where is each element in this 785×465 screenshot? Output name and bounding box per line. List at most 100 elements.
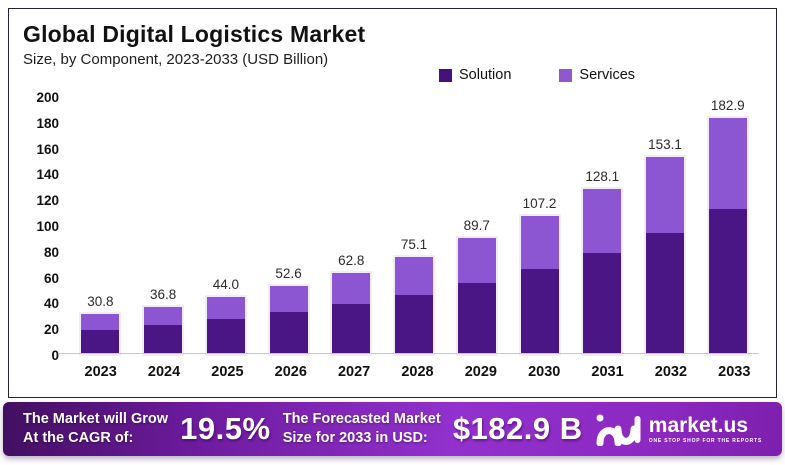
market-us-logo-text: market.us bbox=[648, 413, 748, 437]
legend-label-solution: Solution bbox=[459, 67, 512, 83]
y-tick-200: 200 bbox=[36, 90, 59, 105]
x-label-2025: 2025 bbox=[211, 364, 244, 380]
bar-2025: 44.0 bbox=[194, 277, 257, 354]
y-tick-120: 120 bbox=[36, 193, 59, 209]
bar-total-label-2029: 89.7 bbox=[463, 218, 490, 234]
forecast-value: $182.9 B bbox=[452, 411, 583, 446]
chart-card: Global Digital Logistics Market Size, by… bbox=[8, 8, 777, 398]
segment-services-2027 bbox=[332, 273, 371, 305]
bar-2030: 107.2 bbox=[508, 196, 571, 354]
x-label-2029: 2029 bbox=[464, 364, 497, 380]
market-us-logo: market.us ONE STOP SHOP FOR THE REPORTS bbox=[595, 412, 762, 446]
y-tick-180: 180 bbox=[36, 115, 59, 131]
bar-total-label-2030: 107.2 bbox=[522, 195, 557, 211]
bar-total-label-2033: 182.9 bbox=[710, 98, 745, 114]
y-axis: 0 20 40 60 80 100 120 140 160 180 200 bbox=[19, 90, 59, 363]
bar-total-label-2025: 44.0 bbox=[212, 277, 239, 293]
x-label-2028: 2028 bbox=[401, 364, 434, 380]
y-tick-0: 0 bbox=[51, 348, 59, 363]
y-tick-80: 80 bbox=[43, 244, 59, 260]
y-tick-20: 20 bbox=[43, 322, 59, 338]
solution-swatch-icon bbox=[439, 68, 452, 82]
segment-solution-2027 bbox=[332, 304, 371, 354]
bar-stack-2025 bbox=[206, 297, 245, 354]
bar-stack-2027 bbox=[332, 273, 371, 354]
bar-stack-2032 bbox=[645, 156, 684, 354]
legend-label-services: Services bbox=[579, 67, 636, 83]
chart-header: Global Digital Logistics Market Size, by… bbox=[9, 9, 776, 68]
cagr-label-line2: At the CAGR of: bbox=[23, 430, 134, 446]
bar-2024: 36.8 bbox=[132, 287, 195, 354]
bar-2029: 89.7 bbox=[445, 218, 508, 354]
bar-stack-2029 bbox=[457, 238, 496, 354]
x-label-2026: 2026 bbox=[274, 364, 307, 380]
bar-stack-2024 bbox=[144, 306, 183, 354]
bar-2026: 52.6 bbox=[257, 266, 320, 354]
cagr-label-line1: The Market will Grow bbox=[23, 411, 169, 428]
y-tick-140: 140 bbox=[36, 167, 59, 183]
x-axis-line bbox=[59, 353, 759, 354]
x-label-2032: 2032 bbox=[654, 364, 688, 380]
x-label-2023: 2023 bbox=[84, 364, 117, 380]
segment-services-2023 bbox=[81, 314, 120, 330]
market-us-logo-icon bbox=[596, 414, 641, 446]
bars-container: 30.8 36.8 44.0 52.6 62.8 75.1 89.7 107.2 128.1 15… bbox=[69, 96, 759, 354]
bar-total-label-2024: 36.8 bbox=[149, 286, 177, 302]
bar-2033: 182.9 bbox=[696, 98, 759, 354]
bar-stack-2023 bbox=[81, 314, 120, 354]
bar-2032: 153.1 bbox=[634, 137, 697, 354]
forecast-label-line2: Size for 2033 in USD: bbox=[282, 430, 428, 446]
cagr-value: 19.5% bbox=[180, 411, 271, 446]
segment-services-2029 bbox=[457, 238, 496, 284]
market-us-logo-text-wrap: market.us ONE STOP SHOP FOR THE REPORTS bbox=[649, 415, 762, 444]
bar-stack-2033 bbox=[708, 118, 747, 354]
segment-services-2026 bbox=[269, 286, 308, 313]
y-tick-40: 40 bbox=[43, 296, 59, 312]
x-label-2024: 2024 bbox=[147, 364, 181, 380]
bar-total-label-2032: 153.1 bbox=[648, 136, 682, 152]
bar-stack-2028 bbox=[395, 257, 434, 354]
segment-services-2033 bbox=[708, 118, 747, 210]
x-label-2033: 2033 bbox=[718, 364, 751, 380]
x-label-2027: 2027 bbox=[337, 364, 371, 380]
x-axis-labels: 2023 2024 2025 2026 2027 2028 2029 2030 2031 2032… bbox=[69, 364, 766, 380]
segment-services-2024 bbox=[144, 306, 183, 325]
bar-2031: 128.1 bbox=[571, 169, 634, 354]
y-tick-160: 160 bbox=[36, 141, 59, 157]
segment-services-2031 bbox=[583, 188, 622, 253]
segment-solution-2023 bbox=[81, 329, 120, 354]
bar-stack-2031 bbox=[583, 188, 622, 354]
segment-solution-2026 bbox=[269, 312, 308, 354]
chart-legend: Solution Services bbox=[439, 67, 635, 83]
bar-stack-2026 bbox=[269, 286, 308, 354]
segment-solution-2031 bbox=[583, 252, 622, 354]
segment-solution-2028 bbox=[395, 294, 434, 354]
chart-subtitle: Size, by Component, 2023-2033 (USD Billi… bbox=[23, 51, 329, 68]
cagr-label: The Market will Grow At the CAGR of: bbox=[23, 410, 168, 448]
bar-2023: 30.8 bbox=[69, 294, 132, 354]
footer-banner: The Market will Grow At the CAGR of: 19.… bbox=[3, 402, 782, 456]
legend-item-solution: Solution bbox=[439, 67, 511, 83]
forecast-label-line1: The Forecasted Market bbox=[282, 411, 441, 428]
bar-total-label-2026: 52.6 bbox=[275, 266, 302, 282]
bar-total-label-2027: 62.8 bbox=[338, 253, 365, 268]
y-tick-60: 60 bbox=[43, 270, 59, 286]
x-label-2031: 2031 bbox=[591, 364, 624, 380]
plot-area: 0 20 40 60 80 100 120 140 160 180 200 30.8 36.8 44.0… bbox=[19, 90, 759, 363]
bar-total-label-2028: 75.1 bbox=[400, 237, 428, 253]
forecast-label: The Forecasted Market Size for 2033 in U… bbox=[283, 410, 441, 448]
segment-solution-2024 bbox=[144, 324, 183, 354]
segment-services-2028 bbox=[395, 257, 434, 295]
segment-services-2032 bbox=[645, 156, 684, 233]
bar-stack-2030 bbox=[520, 215, 559, 354]
bar-total-label-2023: 30.8 bbox=[87, 294, 114, 310]
x-label-2030: 2030 bbox=[528, 364, 561, 380]
segment-solution-2032 bbox=[645, 233, 684, 354]
page-title: Global Digital Logistics Market bbox=[23, 21, 366, 47]
market-us-logo-tagline: ONE STOP SHOP FOR THE REPORTS bbox=[648, 437, 762, 444]
segment-services-2030 bbox=[520, 215, 559, 270]
legend-item-services: Services bbox=[559, 67, 635, 83]
bar-total-label-2031: 128.1 bbox=[585, 168, 620, 184]
services-swatch-icon bbox=[559, 68, 573, 82]
